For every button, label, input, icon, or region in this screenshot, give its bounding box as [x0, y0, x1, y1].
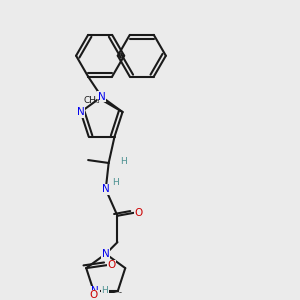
Text: N: N [102, 249, 110, 259]
Text: N: N [102, 184, 110, 194]
Text: H: H [120, 157, 127, 166]
Text: O: O [90, 290, 98, 300]
Text: O: O [134, 208, 143, 218]
Text: N: N [98, 92, 106, 102]
Text: N: N [77, 107, 85, 117]
Text: O: O [108, 260, 116, 270]
Text: H: H [102, 286, 108, 295]
Text: N: N [91, 286, 99, 296]
Text: CH₃: CH₃ [83, 96, 100, 105]
Text: H: H [112, 178, 119, 187]
